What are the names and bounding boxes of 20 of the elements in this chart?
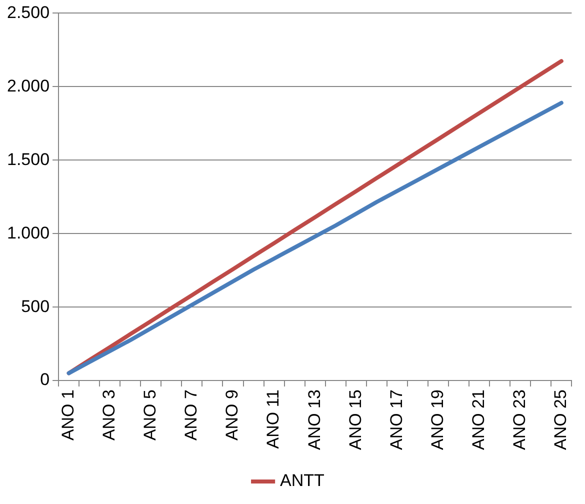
y-tick-label: 2.000 (6, 76, 50, 96)
y-tick-label: 1.500 (6, 150, 50, 169)
x-tick-label: ANO 15 (346, 390, 365, 450)
y-tick-label: 500 (21, 296, 50, 316)
x-tick-label: ANO 7 (182, 390, 201, 441)
legend-label: ANTT (280, 471, 324, 490)
x-tick-label: ANO 5 (140, 390, 160, 441)
y-tick-label: 1.000 (6, 223, 50, 242)
x-tick-label: ANO 25 (551, 390, 570, 450)
x-tick-label: ANO 19 (428, 390, 447, 450)
x-tick-label: ANO 11 (264, 390, 283, 449)
x-tick-label: ANO 17 (386, 390, 406, 450)
y-tick-label: 0 (40, 370, 50, 390)
y-tick-label: 2.500 (6, 2, 50, 22)
x-tick-label: ANO 23 (510, 390, 530, 450)
x-tick-label: ANO 13 (304, 390, 324, 450)
x-tick-label: ANO 21 (468, 390, 488, 450)
x-tick-label: ANO 3 (100, 390, 119, 441)
x-tick-label: ANO 9 (222, 390, 242, 441)
x-tick-label: ANO 1 (58, 390, 78, 441)
